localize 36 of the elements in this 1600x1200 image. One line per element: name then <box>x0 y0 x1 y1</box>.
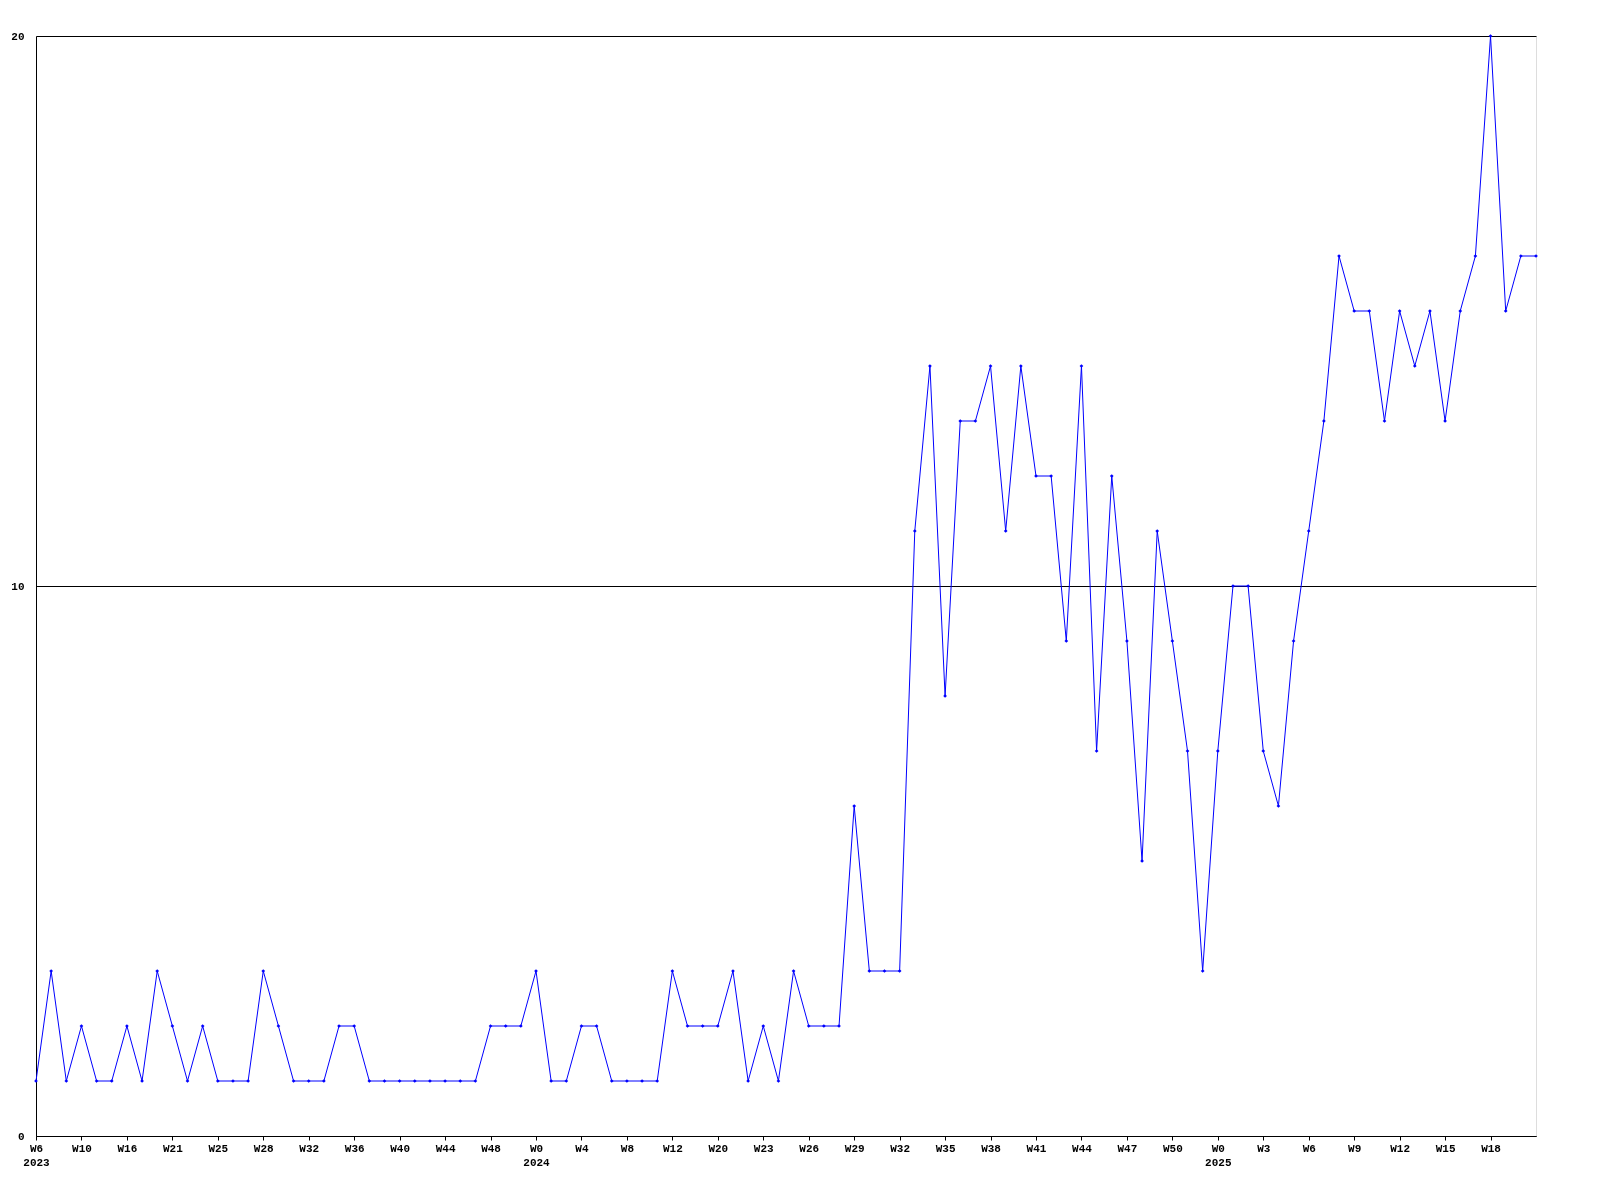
x-tick-label: W18 <box>1481 1142 1502 1155</box>
x-tick-label: W6 <box>1302 1142 1316 1155</box>
x-tick-label: W40 <box>390 1142 411 1155</box>
x-tick-label: W25 <box>208 1142 229 1155</box>
x-tick-label: W0 2024 <box>523 1142 551 1169</box>
x-tick-label: W32 <box>890 1142 911 1155</box>
x-tick-label: W32 <box>299 1142 320 1155</box>
x-tick-label: W15 <box>1435 1142 1456 1155</box>
x-tick-label: W12 <box>662 1142 683 1155</box>
y-tick-label: 0 <box>17 1130 25 1143</box>
x-tick-label: W0 2025 <box>1205 1142 1232 1169</box>
x-tick-label: W6 2023 <box>23 1142 51 1169</box>
x-tick-label: W48 <box>481 1142 502 1155</box>
x-tick-label: W4 <box>575 1142 589 1155</box>
x-tick-label: W35 <box>935 1142 956 1155</box>
x-tick-label: W16 <box>117 1142 138 1155</box>
x-tick-label: W38 <box>981 1142 1002 1155</box>
y-tick-label: 20 <box>11 30 25 43</box>
x-tick-label: W20 <box>708 1142 729 1155</box>
x-tick-label: W29 <box>844 1142 865 1155</box>
x-tick-label: W9 <box>1348 1142 1362 1155</box>
x-tick-label: W41 <box>1026 1142 1047 1155</box>
x-tick-label: W12 <box>1390 1142 1411 1155</box>
x-tick-label: W28 <box>253 1142 275 1155</box>
x-tick-label: W47 <box>1117 1142 1138 1155</box>
x-tick-label: W44 <box>435 1142 456 1155</box>
x-tick-label: W50 <box>1162 1142 1183 1155</box>
x-tick-label: W21 <box>162 1142 184 1155</box>
x-tick-label: W44 <box>1072 1142 1093 1155</box>
x-tick-label: W8 <box>620 1142 635 1155</box>
x-tick-label: W23 <box>753 1142 775 1155</box>
x-tick-label: W26 <box>799 1142 820 1155</box>
x-tick-label: W3 <box>1257 1142 1271 1155</box>
x-tick-label: W36 <box>344 1142 365 1155</box>
y-tick-label: 10 <box>11 580 25 593</box>
x-tick-label: W10 <box>72 1142 92 1155</box>
